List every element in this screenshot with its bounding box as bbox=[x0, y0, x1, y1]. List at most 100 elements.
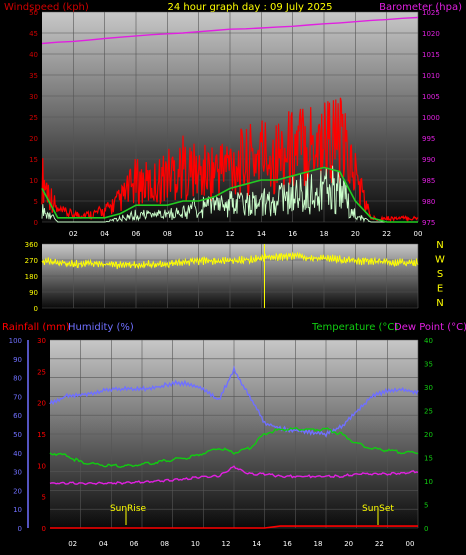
wind-gust-line bbox=[41, 166, 418, 223]
windspeed-y-ticks: 0 5 10 15 20 25 30 35 40 45 50 bbox=[29, 9, 38, 227]
temperature-tick-label: 35 bbox=[424, 361, 433, 369]
barometer-axis-title: Barometer (hpa) bbox=[379, 2, 462, 13]
wind-x-ticks: 02 04 06 08 10 12 14 16 18 20 22 00 bbox=[69, 230, 423, 238]
windspeed-tick-label: 35 bbox=[29, 72, 38, 80]
rainfall-y-ticks: 0 5 10 15 20 25 30 bbox=[37, 337, 46, 533]
climate-x-tick-label: 02 bbox=[68, 540, 77, 548]
humidity-tick-label: 100 bbox=[9, 337, 22, 345]
wind-direction-line bbox=[41, 251, 419, 270]
windspeed-tick-label: 15 bbox=[29, 156, 38, 164]
humidity-tick-label: 30 bbox=[13, 469, 22, 477]
humidity-tick-label: 0 bbox=[18, 525, 22, 533]
windspeed-tick-label: 10 bbox=[29, 177, 38, 185]
climate-series bbox=[49, 365, 419, 529]
barometer-line bbox=[41, 16, 419, 45]
humidity-tick-label: 20 bbox=[13, 487, 22, 495]
humidity-tick-label: 50 bbox=[13, 431, 22, 439]
climate-x-tick-label: 08 bbox=[160, 540, 169, 548]
wind-x-tick-label: 14 bbox=[257, 230, 266, 238]
humidity-tick-label: 80 bbox=[13, 375, 22, 383]
barometer-tick-label: 980 bbox=[422, 198, 435, 206]
humidity-tick-label: 10 bbox=[13, 506, 22, 514]
sunset-label: SunSet bbox=[362, 504, 394, 514]
temperature-tick-label: 30 bbox=[424, 384, 433, 392]
rainfall-legend: Rainfall (mm) bbox=[2, 322, 70, 333]
rainfall-tick-label: 10 bbox=[37, 462, 46, 470]
wind-x-tick-label: 18 bbox=[320, 230, 329, 238]
temperature-tick-label: 25 bbox=[424, 408, 433, 416]
wind-grid bbox=[42, 11, 419, 223]
windspeed-tick-label: 30 bbox=[29, 93, 38, 101]
barometer-y-ticks: 975 980 985 990 995 1000 1005 1010 1015 1020 1025 bbox=[422, 9, 440, 227]
rainfall-line bbox=[50, 525, 418, 529]
wind-x-tick-label: 02 bbox=[69, 230, 78, 238]
temperature-line bbox=[49, 427, 419, 469]
windspeed-tick-label: 50 bbox=[29, 9, 38, 17]
windspeed-tick-label: 20 bbox=[29, 135, 38, 143]
climate-x-ticks: 02 04 06 08 10 12 14 16 18 20 22 00 bbox=[68, 540, 414, 548]
temperature-tick-label: 0 bbox=[424, 525, 428, 533]
windspeed-line bbox=[41, 97, 419, 223]
temperature-tick-label: 40 bbox=[424, 337, 433, 345]
direction-tick-label: 360 bbox=[25, 241, 38, 249]
temperature-legend: Temperature (°C) bbox=[311, 322, 398, 333]
direction-tick-label: 180 bbox=[25, 273, 38, 281]
chart-title: 24 hour graph day : 09 July 2025 bbox=[167, 2, 332, 13]
direction-series bbox=[41, 244, 419, 308]
wind-series bbox=[41, 16, 419, 223]
direction-tick-label: 0 bbox=[34, 305, 38, 313]
climate-x-tick-label: 22 bbox=[375, 540, 384, 548]
wind-x-tick-label: 04 bbox=[100, 230, 109, 238]
humidity-legend: Humidity (%) bbox=[68, 322, 134, 333]
barometer-tick-label: 1020 bbox=[422, 30, 440, 38]
wind-x-tick-label: 12 bbox=[226, 230, 235, 238]
compass-letter: N bbox=[436, 298, 443, 309]
windspeed-tick-label: 40 bbox=[29, 51, 38, 59]
direction-y-ticks: 0 90 180 270 360 bbox=[25, 241, 38, 313]
windspeed-tick-label: 5 bbox=[34, 198, 38, 206]
climate-x-tick-label: 04 bbox=[99, 540, 108, 548]
humidity-line bbox=[49, 365, 419, 438]
rainfall-tick-label: 15 bbox=[37, 431, 46, 439]
windspeed-tick-label: 45 bbox=[29, 30, 38, 38]
windspeed-tick-label: 25 bbox=[29, 114, 38, 122]
barometer-tick-label: 1010 bbox=[422, 72, 440, 80]
compass-letter: W bbox=[435, 255, 445, 266]
humidity-y-ticks: 0 10 20 30 40 50 60 70 80 90 100 bbox=[9, 337, 29, 533]
wind-x-tick-label: 22 bbox=[382, 230, 391, 238]
dewpoint-line bbox=[49, 465, 419, 486]
barometer-tick-label: 1025 bbox=[422, 9, 440, 17]
climate-x-tick-label: 20 bbox=[344, 540, 353, 548]
barometer-tick-label: 990 bbox=[422, 156, 435, 164]
temperature-tick-label: 20 bbox=[424, 431, 433, 439]
rainfall-tick-label: 20 bbox=[37, 400, 46, 408]
direction-tick-label: 90 bbox=[29, 289, 38, 297]
wind-x-tick-label: 20 bbox=[351, 230, 360, 238]
climate-x-tick-label: 00 bbox=[406, 540, 415, 548]
temperature-tick-label: 15 bbox=[424, 455, 433, 463]
climate-x-tick-label: 18 bbox=[314, 540, 323, 548]
rainfall-tick-label: 30 bbox=[37, 337, 46, 345]
temperature-tick-label: 10 bbox=[424, 478, 433, 486]
direction-tick-label: 270 bbox=[25, 257, 38, 265]
wind-x-tick-label: 08 bbox=[163, 230, 172, 238]
barometer-tick-label: 995 bbox=[422, 135, 435, 143]
compass-letter: S bbox=[437, 269, 443, 280]
wind-x-tick-label: 10 bbox=[194, 230, 203, 238]
wind-x-tick-label: 06 bbox=[132, 230, 141, 238]
sunrise-label: SunRise bbox=[110, 504, 147, 514]
temperature-tick-label: 5 bbox=[424, 502, 428, 510]
climate-x-tick-label: 06 bbox=[130, 540, 139, 548]
barometer-tick-label: 1015 bbox=[422, 51, 440, 59]
climate-x-tick-label: 10 bbox=[191, 540, 200, 548]
wind-x-tick-label: 00 bbox=[414, 230, 423, 238]
humidity-tick-label: 70 bbox=[13, 393, 22, 401]
climate-x-tick-label: 12 bbox=[222, 540, 231, 548]
wind-x-tick-label: 16 bbox=[288, 230, 297, 238]
temperature-y-ticks: 0 5 10 15 20 25 30 35 40 bbox=[424, 337, 433, 533]
dewpoint-legend: Dew Point (°C) bbox=[394, 322, 466, 333]
windspeed-axis-title: Windspeed (kph) bbox=[4, 2, 89, 13]
compass-letter: N bbox=[436, 240, 443, 251]
